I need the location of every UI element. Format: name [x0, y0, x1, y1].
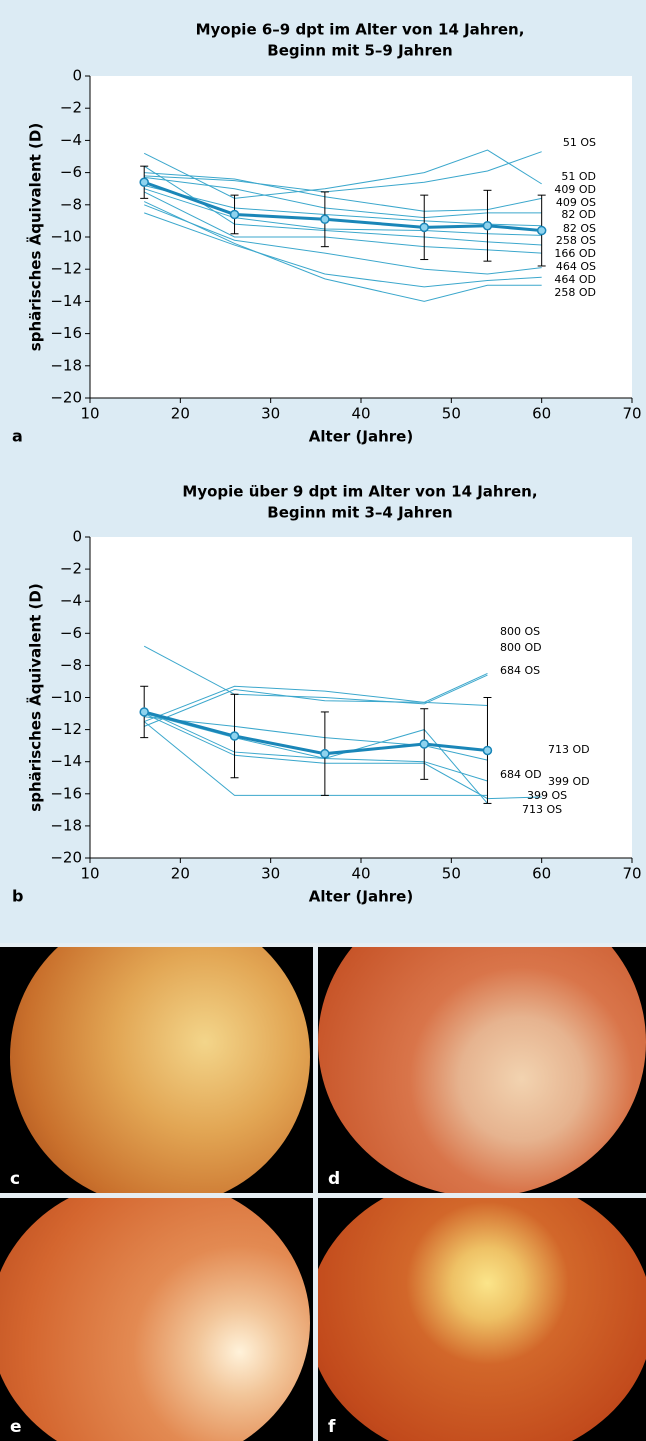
y-tick-label: −8 [60, 195, 82, 213]
series-label: 713 OS [522, 803, 562, 816]
chart-title: Myopie 6–9 dpt im Alter von 14 Jahren, [196, 21, 525, 39]
y-tick-label: −14 [50, 752, 82, 770]
photo-label: f [328, 1417, 335, 1437]
y-axis-label: sphärisches Äquivalent (D) [26, 123, 45, 351]
x-tick-label: 30 [261, 405, 280, 423]
photo-label: c [10, 1169, 20, 1189]
y-tick-label: −16 [50, 324, 82, 342]
y-tick-label: −10 [50, 688, 82, 706]
y-tick-label: −12 [50, 260, 82, 278]
chart-title: Beginn mit 3–4 Jahren [267, 504, 452, 522]
series-label: 51 OD [561, 170, 596, 183]
y-tick-label: −10 [50, 228, 82, 246]
mean-point [420, 223, 428, 231]
y-tick-label: −12 [50, 720, 82, 738]
y-tick-label: −6 [60, 163, 82, 181]
series-label: 713 OD [548, 743, 590, 756]
x-tick-label: 60 [532, 865, 551, 883]
y-tick-label: −4 [60, 131, 82, 149]
series-label: 684 OS [500, 664, 540, 677]
x-tick-label: 30 [261, 865, 280, 883]
mean-point [483, 746, 491, 754]
mean-point [231, 732, 239, 740]
y-tick-label: −20 [50, 849, 82, 867]
y-tick-label: −2 [60, 99, 82, 117]
fundus [0, 1198, 310, 1441]
series-label: 684 OD [500, 768, 542, 781]
mean-point [321, 215, 329, 223]
chart-title: Myopie über 9 dpt im Alter von 14 Jahren… [182, 483, 537, 501]
panel-label: b [12, 887, 23, 906]
x-tick-label: 20 [171, 405, 190, 423]
plot-area [90, 76, 632, 398]
y-tick-label: 0 [72, 528, 82, 546]
photo: c [0, 947, 313, 1193]
mean-point [140, 708, 148, 716]
series-label: 399 OD [548, 775, 590, 788]
chart-title: Beginn mit 5–9 Jahren [267, 42, 452, 60]
page: Myopie 6–9 dpt im Alter von 14 Jahren, Be… [0, 0, 646, 1441]
series-label: 258 OD [554, 286, 596, 299]
fundus [318, 1198, 646, 1441]
x-tick-label: 40 [351, 865, 370, 883]
x-tick-label: 60 [532, 405, 551, 423]
mean-point [538, 227, 546, 235]
photo-grid: c d e f [0, 943, 646, 1441]
x-tick-label: 10 [80, 405, 99, 423]
series-label: 82 OD [561, 208, 596, 221]
series-label: 464 OS [556, 260, 596, 273]
x-tick-label: 10 [80, 865, 99, 883]
panel-label: a [12, 427, 23, 446]
photo-label: e [10, 1417, 22, 1437]
y-tick-label: −8 [60, 656, 82, 674]
x-axis-label: Alter (Jahre) [309, 428, 413, 446]
mean-point [140, 178, 148, 186]
y-tick-label: −16 [50, 784, 82, 802]
x-tick-label: 40 [351, 405, 370, 423]
mean-point [321, 750, 329, 758]
y-tick-label: −18 [50, 816, 82, 834]
series-label: 800 OS [500, 625, 540, 638]
photo: e [0, 1198, 313, 1441]
mean-point [420, 740, 428, 748]
series-label: 399 OS [527, 789, 567, 802]
series-label: 166 OD [554, 247, 596, 260]
x-tick-label: 50 [442, 405, 461, 423]
x-axis-label: Alter (Jahre) [309, 888, 413, 906]
x-tick-label: 70 [622, 865, 641, 883]
x-tick-label: 50 [442, 865, 461, 883]
y-tick-label: −2 [60, 560, 82, 578]
y-tick-label: 0 [72, 67, 82, 85]
photo-label: d [328, 1169, 340, 1189]
mean-point [483, 222, 491, 230]
series-label: 409 OD [554, 183, 596, 196]
series-label: 800 OD [500, 641, 542, 654]
y-axis-label: sphärisches Äquivalent (D) [26, 583, 45, 811]
fundus [318, 947, 646, 1193]
photo: d [318, 947, 646, 1193]
fundus [10, 947, 310, 1193]
series-label: 51 OS [563, 136, 596, 149]
photo: f [318, 1198, 646, 1441]
charts: Myopie 6–9 dpt im Alter von 14 Jahren, Be… [0, 0, 646, 943]
series-label: 464 OD [554, 273, 596, 286]
x-tick-label: 70 [622, 405, 641, 423]
series-label: 258 OS [556, 234, 596, 247]
y-tick-label: −18 [50, 356, 82, 374]
x-tick-label: 20 [171, 865, 190, 883]
y-tick-label: −4 [60, 592, 82, 610]
y-tick-label: −6 [60, 624, 82, 642]
y-tick-label: −14 [50, 292, 82, 310]
mean-point [231, 210, 239, 218]
y-tick-label: −20 [50, 389, 82, 407]
